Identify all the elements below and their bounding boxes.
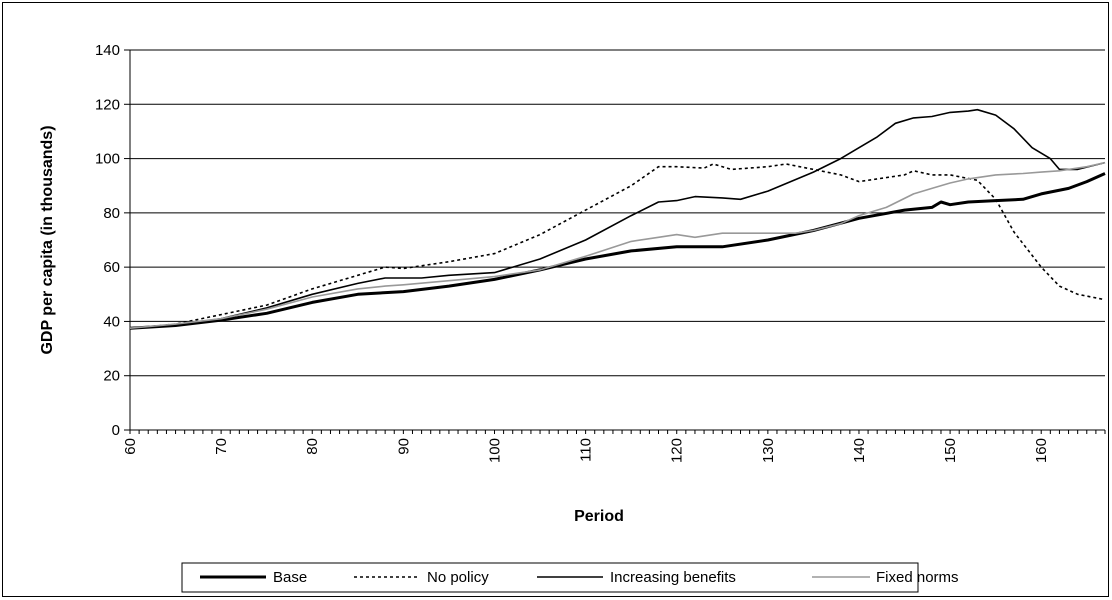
series-line-increasing-benefits: [129, 108, 1106, 329]
x-tick-label: 90: [395, 438, 412, 455]
x-tick-label: 160: [1033, 438, 1050, 463]
legend-label: Base: [273, 569, 307, 586]
x-tick-label: 140: [851, 438, 868, 463]
series-line-base: [129, 172, 1106, 330]
legend: Base No policy Increasing benefits Fixed no…: [181, 562, 959, 593]
y-tick-label: 80: [103, 205, 120, 222]
y-tick-label: 120: [95, 96, 120, 113]
y-tick-label: 0: [112, 422, 120, 439]
series-line-fixed-norms: [129, 161, 1106, 329]
series-lines: [129, 108, 1106, 330]
x-tick-label: 80: [304, 438, 321, 455]
axes: 0 20 40 60 80 100 120 140 60 70 80 90 100 110 120 130 14…: [95, 42, 1106, 463]
y-tick-label: 60: [103, 259, 120, 276]
legend-label: Fixed norms: [876, 569, 959, 586]
legend-label: No policy: [427, 569, 489, 586]
x-tick-label: 60: [122, 438, 139, 455]
y-tick-label: 40: [103, 313, 120, 330]
y-tick-label: 20: [103, 368, 120, 385]
legend-items: Base No policy Increasing benefits Fixed no…: [200, 569, 959, 586]
x-tick-label: 100: [486, 438, 503, 463]
series-line-no-policy: [129, 163, 1106, 329]
y-axis-title: GDP per capita (in thousands): [39, 125, 56, 354]
y-tick-label: 100: [95, 151, 120, 168]
legend-label: Increasing benefits: [610, 569, 736, 586]
x-tick-label: 130: [760, 438, 777, 463]
x-tick-label: 110: [578, 438, 595, 462]
x-tick-label: 150: [942, 438, 959, 463]
x-axis-title: Period: [574, 508, 624, 525]
x-tick-label: 120: [669, 438, 686, 463]
gridlines: [130, 49, 1105, 377]
y-tick-label: 140: [95, 42, 120, 59]
x-tick-label: 70: [213, 438, 230, 455]
